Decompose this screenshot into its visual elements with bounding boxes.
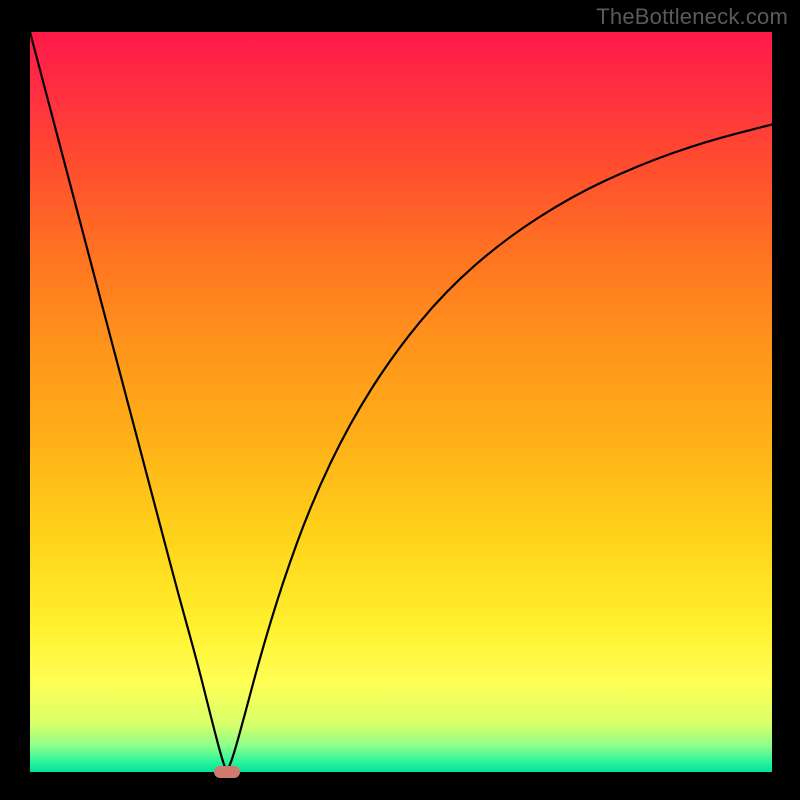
chart-frame: TheBottleneck.com: [0, 0, 800, 800]
plot-area: [30, 32, 772, 772]
watermark-text: TheBottleneck.com: [596, 4, 788, 30]
minimum-marker: [214, 766, 240, 778]
bottleneck-curve: [30, 32, 772, 772]
